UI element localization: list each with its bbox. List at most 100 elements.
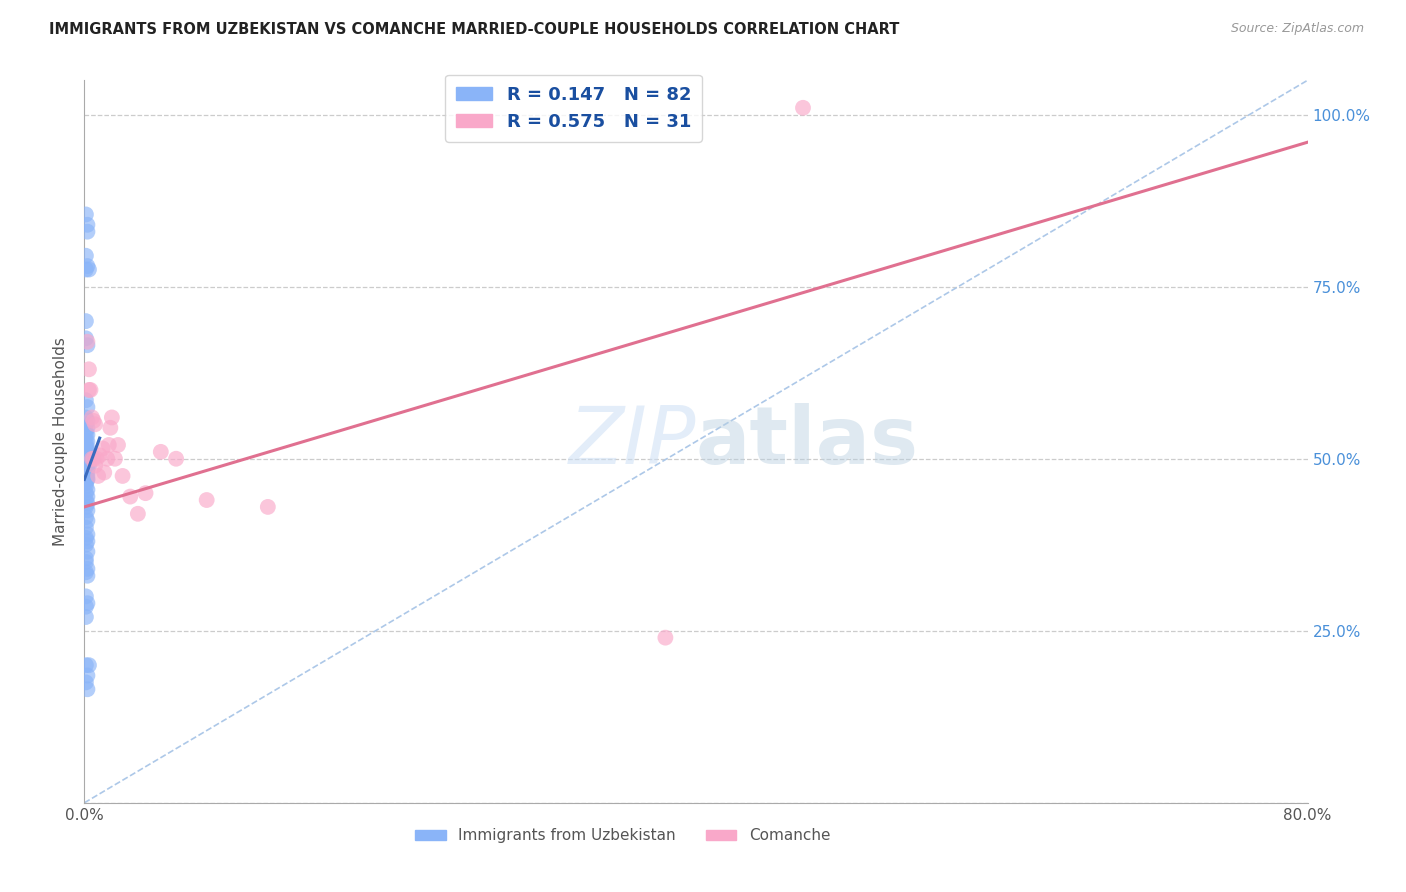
Point [76, 527, 98, 541]
Point [75, 590, 97, 604]
Point [76, 334, 98, 349]
Point [98, 421, 121, 435]
Point [76, 514, 98, 528]
Point [75, 262, 97, 277]
Point [91, 442, 114, 456]
Point [76, 218, 98, 232]
Point [75, 510, 97, 524]
Point [76, 462, 98, 476]
Point [149, 445, 172, 459]
Point [96, 451, 118, 466]
Point [107, 438, 129, 452]
Point [84, 417, 107, 432]
Point [76, 427, 98, 442]
Point [76, 451, 98, 466]
Point [75, 434, 97, 449]
Point [76, 483, 98, 497]
Point [76, 442, 98, 456]
Point [77, 262, 100, 277]
Point [76, 414, 98, 428]
Point [135, 486, 157, 500]
Point [75, 451, 97, 466]
Point [75, 438, 97, 452]
Point [86, 451, 108, 466]
Point [83, 451, 105, 466]
Point [75, 448, 97, 462]
Point [77, 658, 100, 673]
Text: atlas: atlas [696, 402, 920, 481]
Point [76, 225, 98, 239]
Point [75, 331, 97, 345]
Point [76, 472, 98, 486]
Point [76, 469, 98, 483]
Point [93, 466, 115, 480]
Point [654, 631, 676, 645]
Point [111, 469, 134, 483]
Point [76, 421, 98, 435]
Point [76, 562, 98, 576]
Point [76, 544, 98, 558]
Text: IMMIGRANTS FROM UZBEKISTAN VS COMANCHE MARRIED-COUPLE HOUSEHOLDS CORRELATION CHA: IMMIGRANTS FROM UZBEKISTAN VS COMANCHE M… [49, 22, 900, 37]
Point [77, 458, 100, 473]
Point [76, 451, 98, 466]
Point [75, 207, 97, 221]
Point [75, 479, 97, 493]
Point [75, 531, 97, 545]
Point [89, 448, 111, 462]
Point [75, 424, 97, 438]
Point [75, 493, 97, 508]
Point [76, 458, 98, 473]
Point [76, 503, 98, 517]
Legend: Immigrants from Uzbekistan, Comanche: Immigrants from Uzbekistan, Comanche [409, 822, 837, 849]
Point [75, 458, 97, 473]
Point [97, 438, 120, 452]
Point [76, 668, 98, 682]
Point [101, 410, 124, 425]
Point [75, 417, 97, 432]
Point [75, 555, 97, 569]
Point [792, 101, 814, 115]
Point [83, 414, 105, 428]
Point [84, 458, 107, 473]
Point [75, 520, 97, 534]
Point [75, 675, 97, 690]
Point [75, 469, 97, 483]
Point [75, 442, 97, 456]
Point [75, 475, 97, 490]
Point [80, 451, 103, 466]
Text: Source: ZipAtlas.com: Source: ZipAtlas.com [1230, 22, 1364, 36]
Point [75, 466, 97, 480]
Point [75, 599, 97, 614]
Point [76, 682, 98, 697]
Point [76, 466, 98, 480]
Point [75, 393, 97, 408]
Point [76, 338, 98, 352]
Point [76, 596, 98, 610]
Text: ZIP: ZIP [568, 402, 696, 481]
Point [87, 469, 110, 483]
Point [75, 445, 97, 459]
Point [104, 451, 127, 466]
Point [76, 496, 98, 510]
Point [75, 458, 97, 473]
Point [195, 493, 218, 508]
Point [257, 500, 280, 514]
Point [76, 448, 98, 462]
Y-axis label: Married-couple Households: Married-couple Households [53, 337, 69, 546]
Point [76, 434, 98, 449]
Point [120, 490, 142, 504]
Point [75, 427, 97, 442]
Point [77, 383, 100, 397]
Point [76, 472, 98, 486]
Point [165, 451, 187, 466]
Point [75, 410, 97, 425]
Point [76, 451, 98, 466]
Point [76, 455, 98, 469]
Point [75, 658, 97, 673]
Point [76, 445, 98, 459]
Point [75, 451, 97, 466]
Point [75, 469, 97, 483]
Point [80, 410, 103, 425]
Point [75, 466, 97, 480]
Point [75, 486, 97, 500]
